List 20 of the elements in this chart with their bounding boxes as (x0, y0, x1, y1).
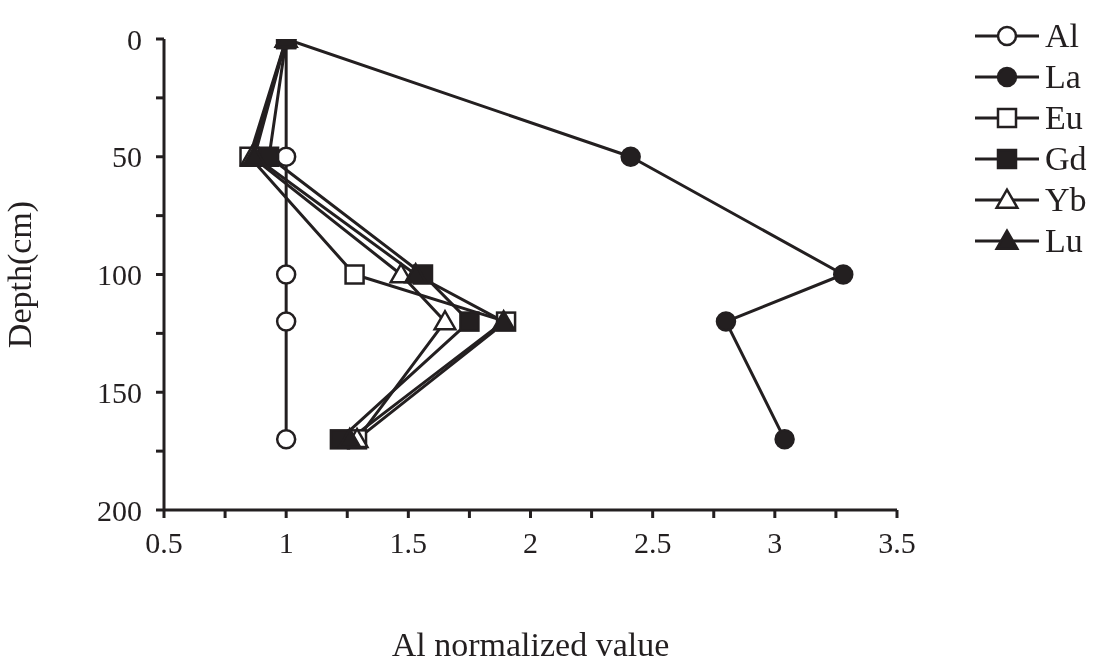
x-axis-title: Al normalized value (391, 626, 670, 664)
x-tick-label: 0.5 (145, 526, 183, 560)
x-tick-label: 2.5 (633, 526, 672, 560)
legend-label: Gd (1045, 139, 1087, 179)
y-tick-label: 0 (127, 22, 142, 56)
legend-label: Al (1045, 16, 1079, 56)
x-tick-label: 1.5 (389, 526, 428, 560)
legend-label: Lu (1045, 221, 1083, 261)
x-tick-label: 3.5 (878, 526, 916, 560)
x-tick-label: 2 (523, 526, 538, 560)
legend-label: La (1045, 57, 1081, 97)
y-tick-label: 50 (112, 140, 142, 174)
legend-label: Yb (1045, 180, 1087, 220)
y-tick-label: 200 (97, 493, 142, 527)
x-tick-label: 3 (767, 526, 783, 560)
y-tick-label: 100 (97, 258, 142, 292)
y-tick-label: 150 (97, 375, 142, 409)
y-axis-title: Depth(cm) (1, 200, 40, 349)
x-tick-label: 1 (278, 526, 294, 560)
legend-label: Eu (1045, 98, 1083, 138)
